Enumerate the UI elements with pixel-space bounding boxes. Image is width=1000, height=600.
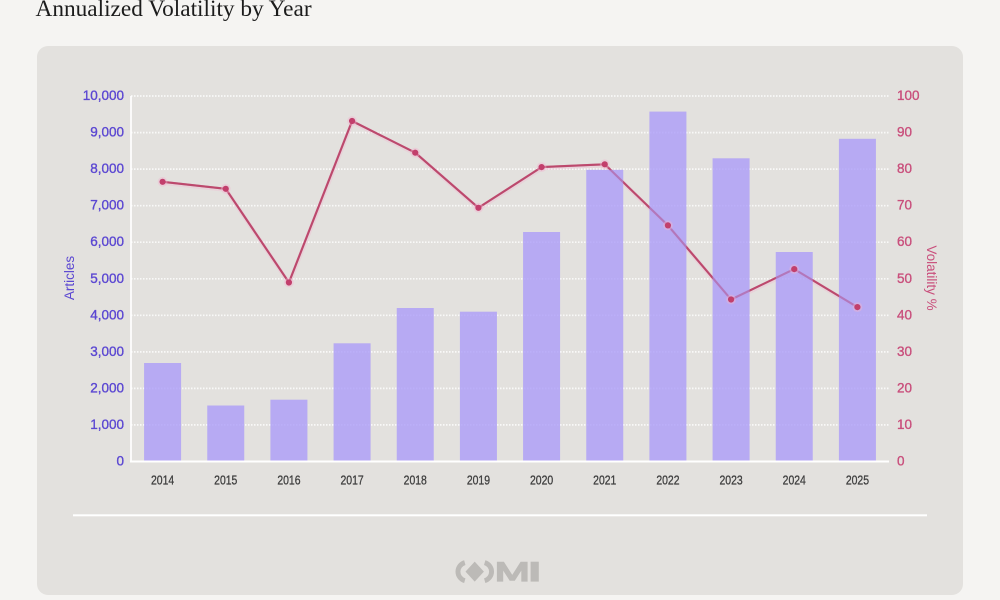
svg-text:40: 40 xyxy=(897,307,912,322)
svg-text:Articles: Articles xyxy=(62,256,77,301)
svg-text:3,000: 3,000 xyxy=(90,344,124,359)
svg-text:2021: 2021 xyxy=(593,473,616,488)
svg-text:8,000: 8,000 xyxy=(90,161,124,176)
svg-text:1,000: 1,000 xyxy=(90,417,124,432)
svg-text:2020: 2020 xyxy=(530,473,553,488)
svg-text:20: 20 xyxy=(897,380,912,395)
svg-text:10,000: 10,000 xyxy=(83,88,124,103)
svg-text:100: 100 xyxy=(897,88,920,103)
svg-text:2015: 2015 xyxy=(214,473,237,488)
svg-text:5,000: 5,000 xyxy=(90,271,124,286)
svg-text:10: 10 xyxy=(897,417,912,432)
svg-text:2016: 2016 xyxy=(277,473,300,488)
svg-text:7,000: 7,000 xyxy=(90,198,124,213)
svg-text:9,000: 9,000 xyxy=(90,125,124,140)
svg-text:4,000: 4,000 xyxy=(90,307,124,322)
svg-text:2017: 2017 xyxy=(340,473,363,488)
svg-text:80: 80 xyxy=(897,161,912,176)
svg-text:Volatility %: Volatility % xyxy=(924,245,939,310)
svg-text:30: 30 xyxy=(897,344,912,359)
svg-text:2014: 2014 xyxy=(151,473,174,488)
svg-text:0: 0 xyxy=(116,454,124,469)
svg-text:6,000: 6,000 xyxy=(90,234,124,249)
svg-text:2019: 2019 xyxy=(467,473,490,488)
svg-text:90: 90 xyxy=(897,125,912,140)
svg-text:2025: 2025 xyxy=(846,473,869,488)
svg-text:70: 70 xyxy=(897,198,912,213)
svg-text:2024: 2024 xyxy=(783,473,806,488)
svg-text:60: 60 xyxy=(897,234,912,249)
svg-text:2,000: 2,000 xyxy=(90,380,124,395)
svg-text:2018: 2018 xyxy=(404,473,427,488)
svg-text:2023: 2023 xyxy=(719,473,742,488)
svg-text:0: 0 xyxy=(897,454,905,469)
svg-text:50: 50 xyxy=(897,271,912,286)
svg-text:2022: 2022 xyxy=(656,473,679,488)
